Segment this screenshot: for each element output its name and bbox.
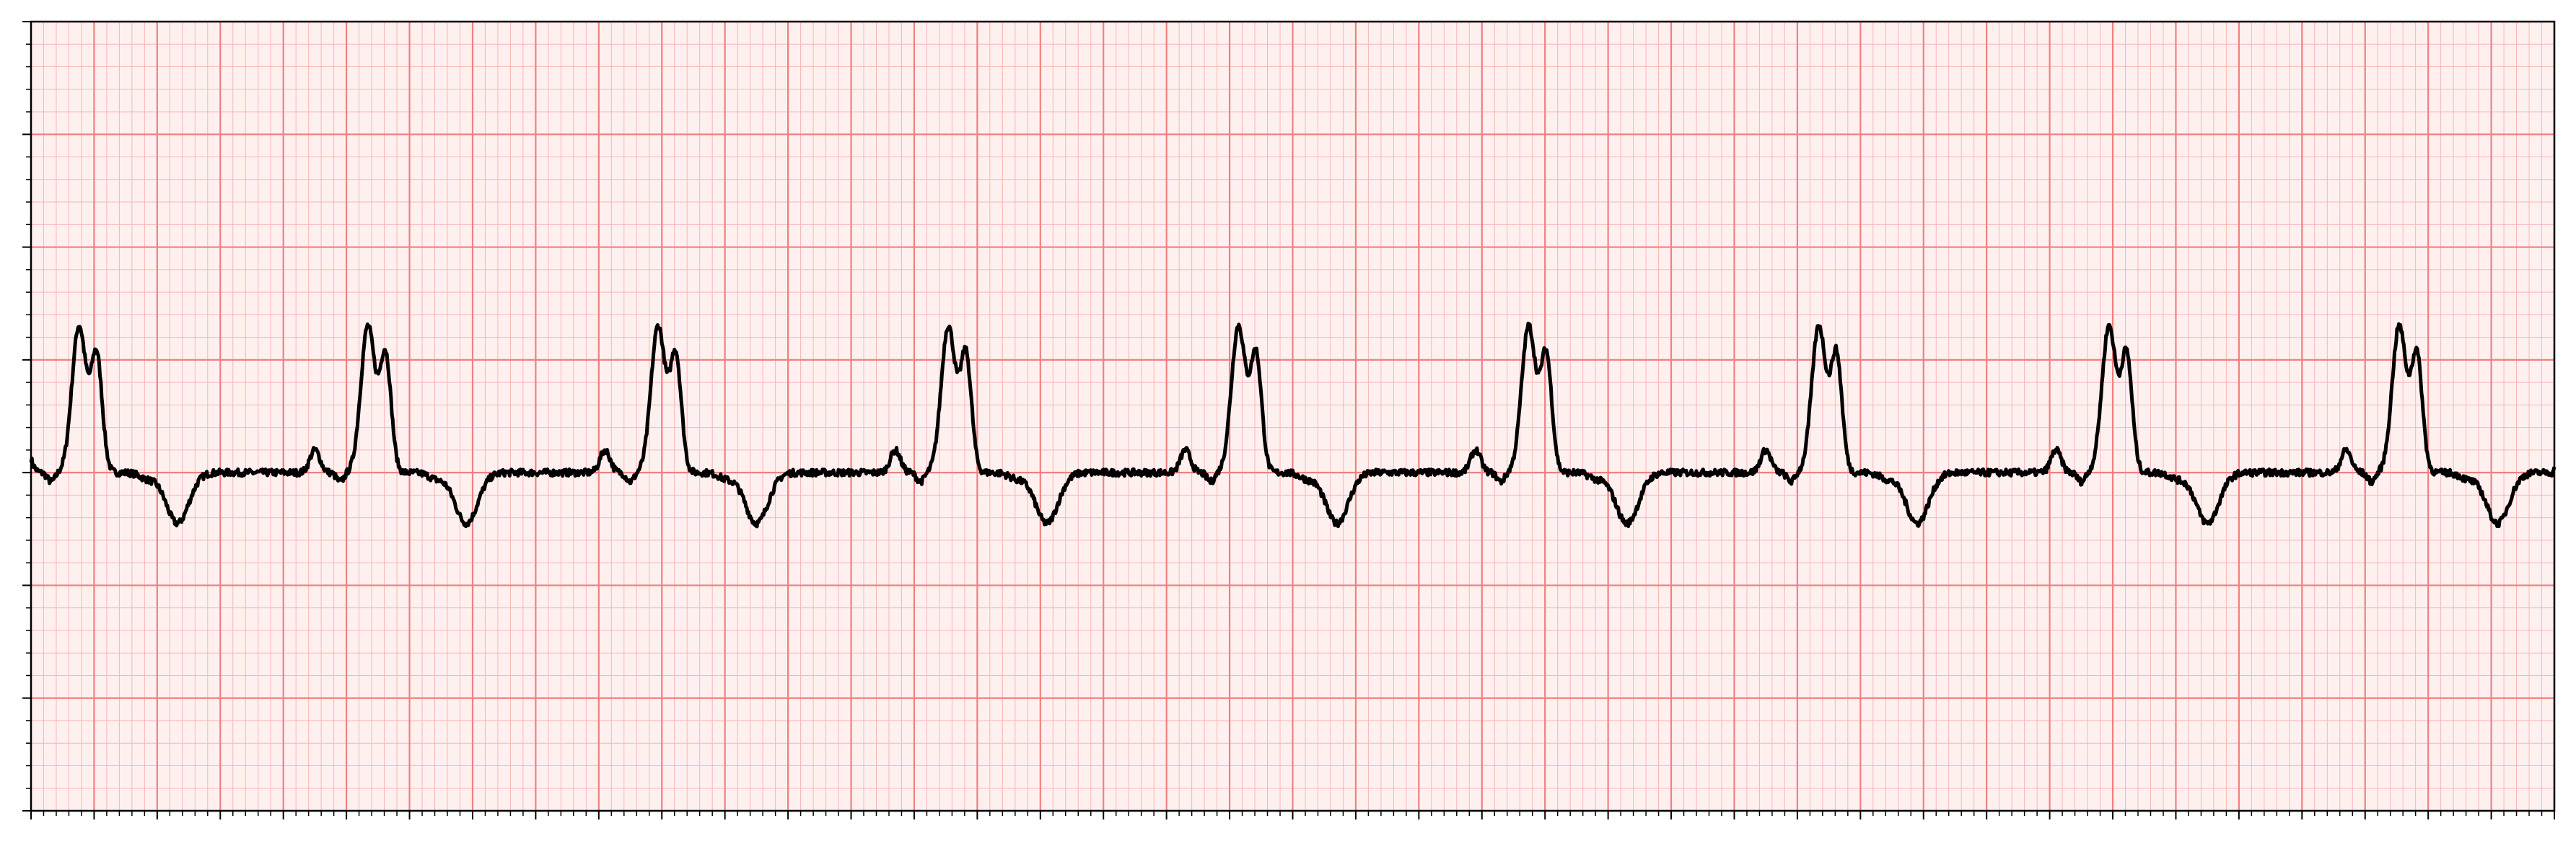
- y-axis-ticks: [22, 22, 31, 811]
- x-axis-ticks: [31, 811, 2554, 819]
- major-grid: [31, 22, 2554, 811]
